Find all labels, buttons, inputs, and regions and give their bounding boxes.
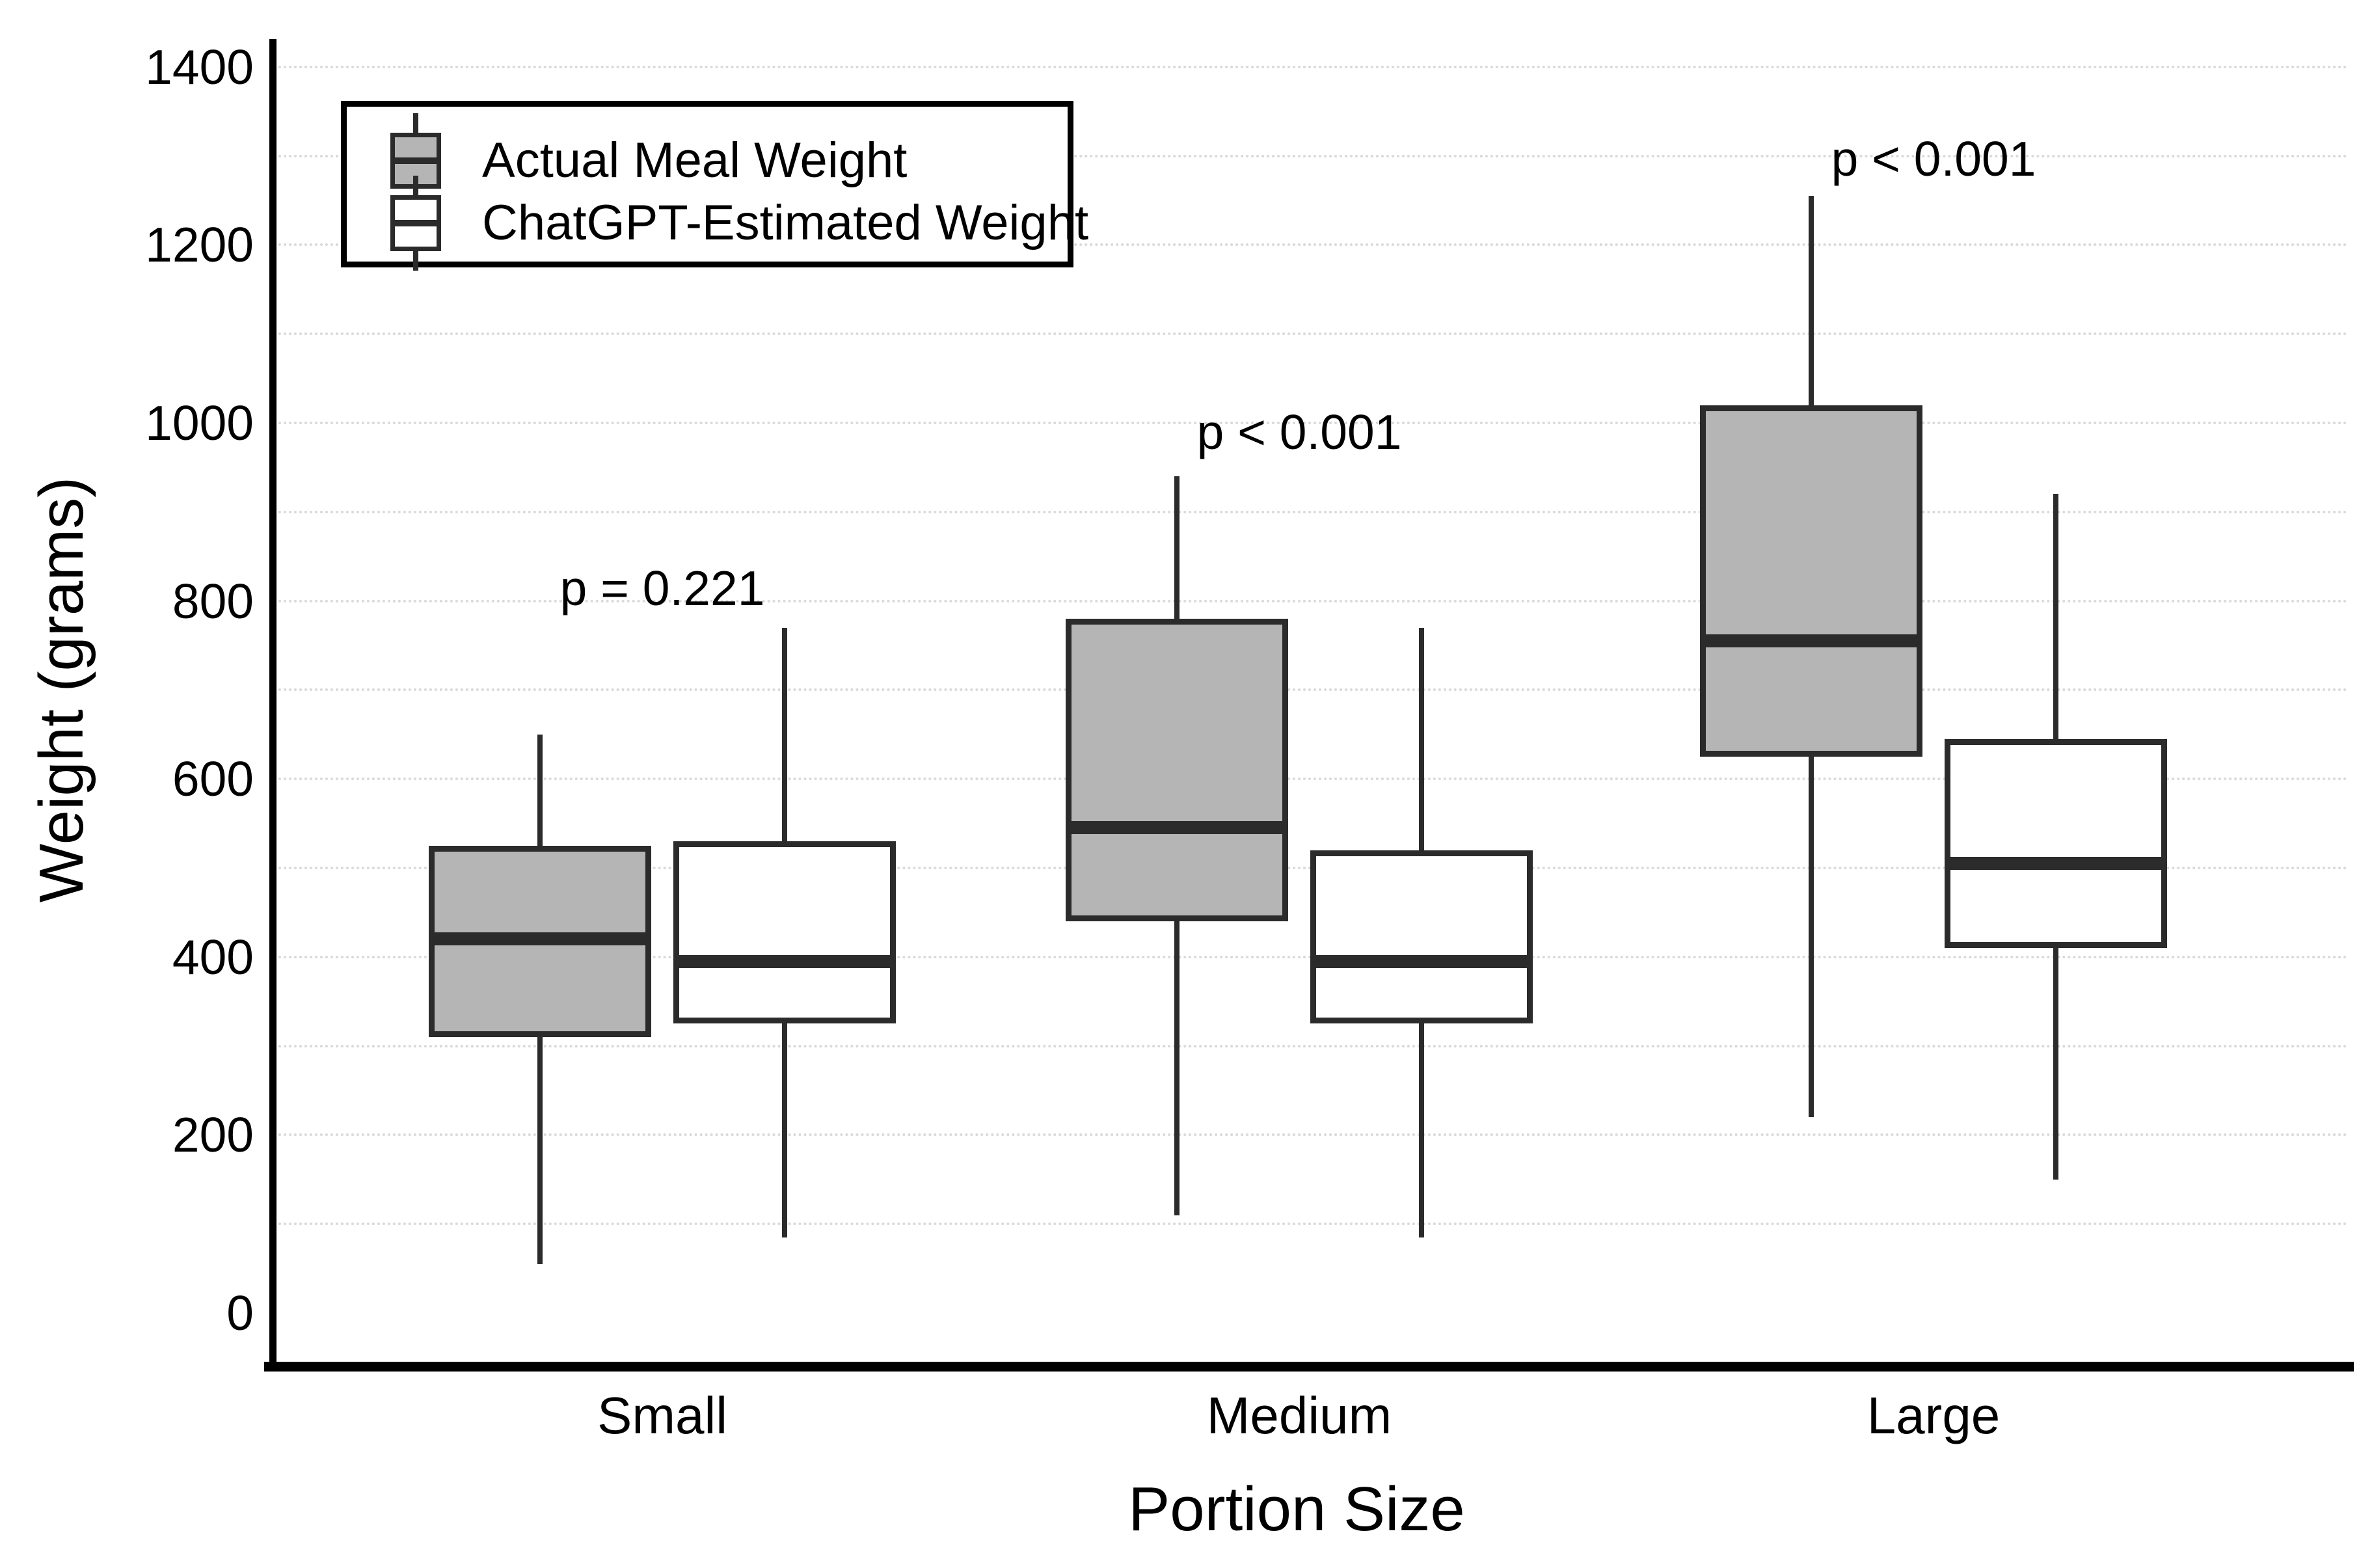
median-estimated-medium [1316, 954, 1527, 968]
box-actual-large [1700, 405, 1922, 757]
y-tick-label-200: 200 [172, 1107, 254, 1163]
legend-label-actual: Actual Meal Weight [482, 133, 908, 188]
y-axis-title: Weight (grams) [27, 476, 96, 903]
gridline-1400 [273, 65, 2349, 68]
x-category-label-large: Large [1867, 1386, 2001, 1444]
gridline-300 [273, 1044, 2349, 1048]
y-tick-label-1000: 1000 [145, 396, 254, 450]
x-axis-line [264, 1362, 2354, 1372]
y-tick-label-400: 400 [172, 929, 254, 984]
gridline-100 [273, 1223, 2349, 1226]
gridline-800 [273, 599, 2349, 602]
gridline-1100 [273, 332, 2349, 336]
median-actual-small [435, 932, 645, 946]
glyph-median [390, 157, 441, 164]
legend-item-estimated: ChatGPT-Estimated Weight [347, 176, 1088, 271]
y-tick-label-0: 0 [226, 1286, 254, 1340]
glyph-median [390, 220, 441, 226]
gridline-900 [273, 510, 2349, 513]
y-tick-label-1400: 1400 [145, 39, 254, 94]
x-category-label-medium: Medium [1206, 1386, 1392, 1444]
gridline-700 [273, 688, 2349, 692]
y-axis-line [269, 39, 276, 1371]
box-actual-medium [1066, 618, 1288, 922]
boxplot-glyph-actual-icon [366, 113, 470, 208]
box-estimated-small [673, 841, 896, 1024]
gridline-1300 [273, 154, 2349, 157]
p-value-label-large: p < 0.001 [1831, 131, 2036, 186]
median-actual-large [1706, 634, 1917, 648]
median-estimated-small [679, 954, 890, 968]
median-estimated-large [1950, 857, 2161, 871]
boxplot-glyph-estimated-icon [366, 176, 470, 271]
gridline-1000 [273, 422, 2349, 424]
p-value-label-small: p = 0.221 [559, 561, 765, 615]
median-actual-medium [1072, 821, 1282, 835]
box-estimated-large [1945, 738, 2167, 949]
gridline-1200 [273, 243, 2349, 247]
gridline-200 [273, 1133, 2349, 1137]
gridline-600 [273, 777, 2349, 781]
x-axis-title: Portion Size [1128, 1474, 1465, 1544]
y-tick-label-600: 600 [172, 751, 254, 807]
legend-label-estimated: ChatGPT-Estimated Weight [482, 195, 1089, 250]
legend-box: Actual Meal Weight ChatGPT-Estimated Wei… [341, 101, 1088, 271]
box-estimated-medium [1310, 850, 1533, 1024]
y-tick-label-1200: 1200 [145, 217, 254, 273]
y-tick-label-800: 800 [172, 573, 254, 629]
legend-item-actual: Actual Meal Weight [347, 113, 1068, 208]
p-value-label-medium: p < 0.001 [1196, 405, 1402, 459]
x-category-label-small: Small [597, 1386, 728, 1444]
